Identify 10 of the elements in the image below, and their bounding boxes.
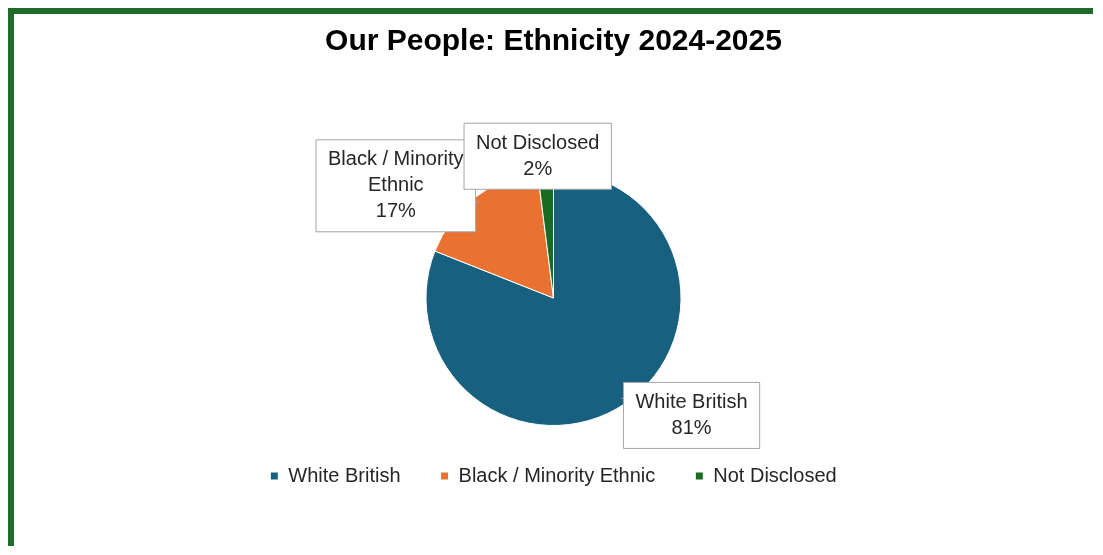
slice-label: Black / Minority Ethnic: [328, 147, 464, 196]
data-label: 81%: [671, 415, 712, 438]
legend-label: White British: [288, 463, 401, 486]
data-label: 2%: [523, 156, 553, 179]
legend-label: Black / Minority Ethnic: [458, 463, 656, 486]
data-label: 17%: [375, 199, 417, 222]
legend-label: Not Disclosed: [713, 463, 837, 486]
chart-title: Our People: Ethnicity 2024-2025: [325, 23, 782, 57]
slice-label: Not Disclosed: [476, 130, 600, 153]
slice-label: White British: [635, 389, 748, 412]
